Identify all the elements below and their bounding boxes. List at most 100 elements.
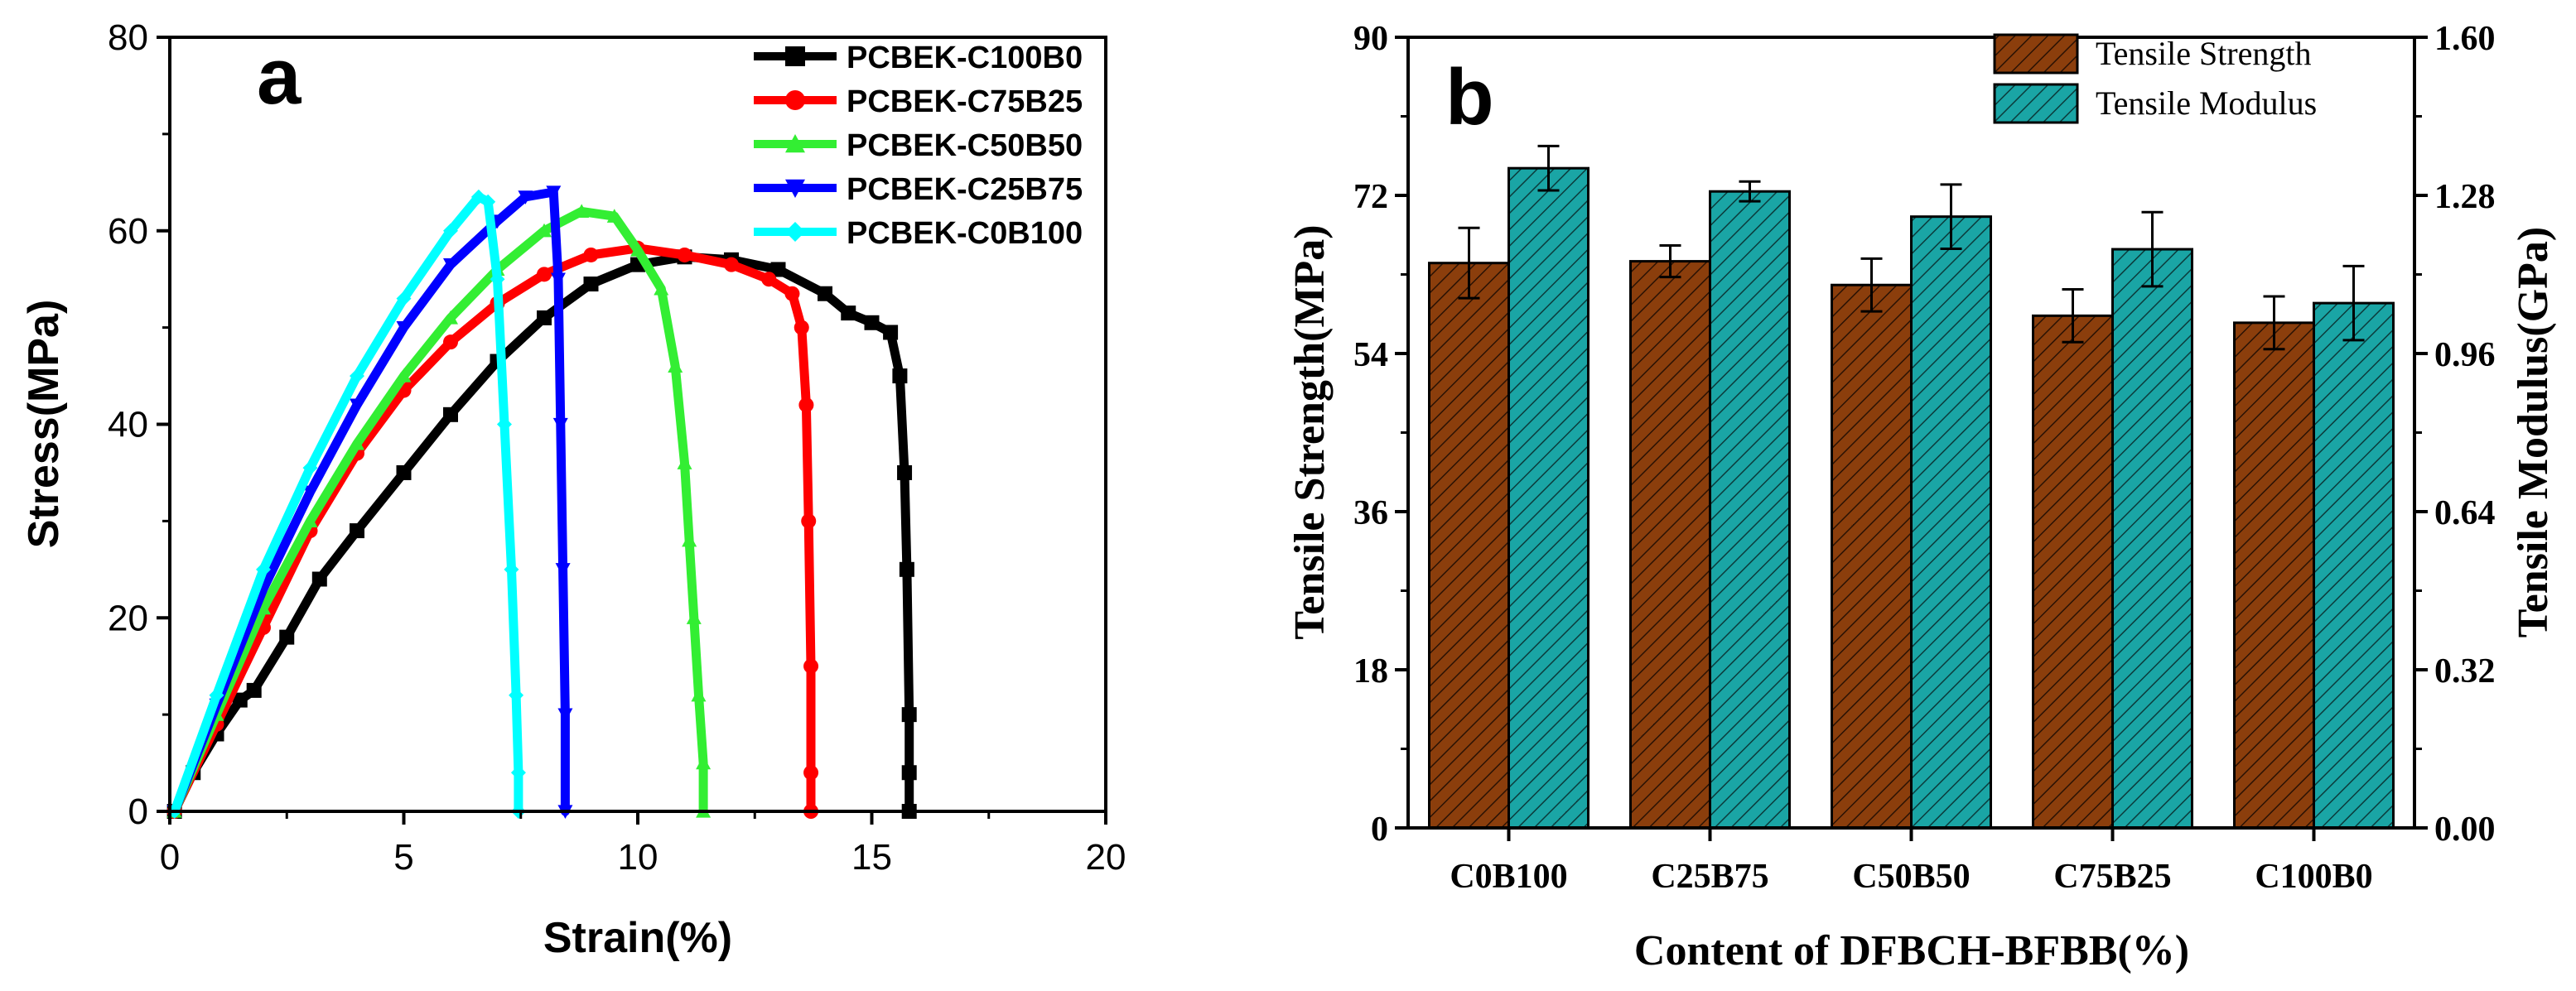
data-point [443,334,458,350]
stress-strain-chart: 0 5 10 15 20 0 20 40 60 80 a Strain(%) Stress(MP… [20,17,1126,962]
data-point [841,305,856,321]
error-bar [1659,243,1681,279]
category-label: C25B75 [1651,858,1768,896]
legend-label: PCBEK-C50B50 [847,128,1083,163]
legend-label: Tensile Modulus [2096,84,2317,122]
legend-item-tensile-strength: Tensile Strength [1993,33,2312,75]
error-bar [1458,226,1480,300]
tensile-modulus-bar [1709,190,1791,830]
error-bar [2263,295,2285,351]
tensile-strength-bar [1629,260,1711,830]
data-point [677,247,692,262]
tensile-modulus-bar [1507,166,1589,830]
y2-tick-label: 0.96 [2434,336,2496,374]
y-tick-label: 18 [1353,652,1388,690]
data-point [770,262,786,277]
data-point [892,368,908,384]
data-point [583,247,599,262]
stress-strain-y-axis-label: Stress(MPa) [20,300,68,549]
error-bar [1940,183,1962,250]
data-point [302,460,318,476]
data-point [496,416,512,432]
tensile-strength-axis-label: Tensile Strength(MPa) [1286,224,1334,639]
category-label: C75B25 [2053,858,2171,896]
series-pcbek-c75b25 [166,240,819,819]
data-point [443,407,458,422]
data-point [510,765,526,781]
data-point [798,397,814,413]
legend-marker [785,222,805,242]
data-point [302,485,318,500]
data-point [801,513,817,529]
tensile-strength-bar [1831,283,1913,830]
data-point [555,563,571,577]
tensile-bars-group [1428,144,2395,830]
data-point [794,320,809,335]
tensile-modulus-bar [2111,248,2193,830]
data-point [480,194,496,209]
data-point [761,272,777,287]
data-point [686,610,702,624]
data-point [490,272,505,287]
data-point [396,320,412,335]
x-tick-label: 15 [851,837,892,878]
data-point [901,765,917,781]
data-point [682,532,697,547]
legend-item-pcbek-c0b100: PCBEK-C0B100 [754,216,1083,251]
data-point [550,272,566,287]
data-point [552,417,568,432]
y2-tick-label: 0.32 [2434,652,2496,690]
data-point [396,368,412,382]
data-point [901,707,917,723]
legend-item-pcbek-c100b0: PCBEK-C100B0 [754,41,1083,75]
data-point [574,204,590,219]
y2-tick-label: 0.00 [2434,811,2496,849]
data-point [350,368,364,384]
data-point [350,523,364,539]
data-point [630,243,645,257]
data-point [546,185,562,200]
data-point [784,286,800,301]
legend-label: PCBEK-C25B75 [847,172,1083,207]
legend-item-pcbek-c75b25: PCBEK-C75B25 [754,84,1083,119]
data-point [818,286,832,301]
panel-b-label: b [1445,53,1494,142]
data-point [864,315,880,330]
tensile-modulus-bar [1910,215,1992,830]
data-point [883,325,899,340]
data-point [504,561,519,577]
stress-strain-x-ticks: 0 5 10 15 20 [160,811,1126,878]
tensile-strength-y-ticks: 0 18 36 54 72 90 [1353,20,1408,849]
y-tick-label: 80 [108,17,148,58]
tensile-modulus-axis-label: Tensile Modulus(GPa) [2510,227,2557,638]
error-bar [2062,288,2084,344]
data-point [803,765,819,781]
data-point [443,258,458,272]
data-point [537,223,552,238]
data-point [654,281,669,296]
y2-tick-label: 1.60 [2434,20,2496,58]
tensile-strength-bar [1428,262,1510,830]
data-point [396,464,412,480]
data-point [583,277,599,292]
category-label: C50B50 [1852,858,1970,896]
x-tick-label: 5 [393,837,413,878]
data-point [897,464,913,480]
data-point [803,658,819,674]
error-bar [1860,257,1883,313]
stress-strain-y-ticks: 0 20 40 60 80 [108,17,170,832]
legend-swatch [1993,33,2079,75]
legend-item-pcbek-c25b75: PCBEK-C25B75 [754,172,1083,207]
data-point [509,687,524,703]
error-bar [1739,180,1761,203]
data-point [302,513,318,528]
tensile-strength-bar [2233,321,2315,830]
tensile-modulus-bar [2313,301,2395,830]
legend-item-tensile-modulus: Tensile Modulus [1993,83,2317,124]
data-point [209,687,224,703]
series-pcbek-c50b50 [166,204,712,818]
stress-strain-x-axis-label: Strain(%) [543,914,732,962]
data-point [691,687,707,702]
data-point [256,561,271,577]
stress-strain-legend: PCBEK-C100B0 PCBEK-C75B25 PCBEK-C50B50 PCBE… [754,41,1083,251]
